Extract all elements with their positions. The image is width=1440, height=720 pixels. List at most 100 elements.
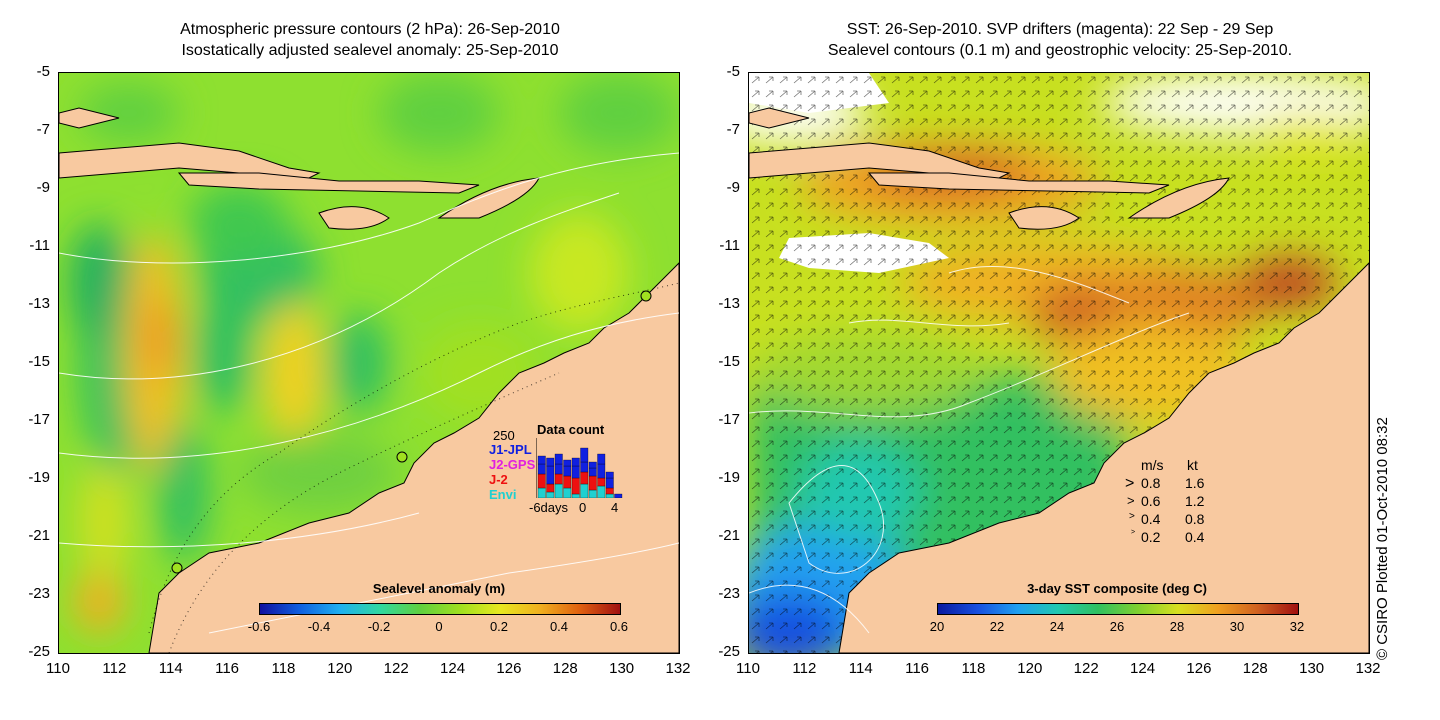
data-count-bar	[597, 485, 606, 498]
data-count-bar	[588, 489, 597, 498]
data-count-bar	[554, 483, 563, 498]
left-x-tick: 124	[440, 660, 466, 677]
data-count-bar	[597, 477, 606, 487]
data-count-bar	[554, 473, 563, 485]
colorbar-tick: 0.4	[549, 619, 569, 634]
left-y-tick: -15	[28, 353, 50, 370]
left-x-tick: 114	[158, 660, 183, 677]
data-count-x-label: -6days	[529, 500, 569, 515]
left-x-tick: 130	[609, 660, 635, 677]
data-count-x-label: 0	[579, 500, 587, 515]
colorbar-tick: 28	[1169, 619, 1185, 634]
right-x-tick: 132	[1355, 660, 1381, 677]
right-y-tick: -7	[726, 121, 740, 138]
right-x-tick: 120	[1017, 660, 1043, 677]
right-y-tick: -5	[726, 63, 740, 80]
colorbar-tick: 0.6	[609, 619, 629, 634]
left-colorbar	[259, 603, 621, 615]
left-x-tick: 112	[102, 660, 127, 677]
left-y-tick: -7	[36, 121, 50, 138]
left-y-tick: -9	[36, 179, 50, 196]
velocity-legend-kt-value: 1.2	[1185, 493, 1205, 509]
data-count-max: 250	[493, 428, 515, 443]
data-count-bar	[605, 493, 614, 498]
data-count-series-label: J1-JPL	[489, 442, 532, 457]
right-x-tick: 126	[1186, 660, 1212, 677]
data-count-bar	[588, 461, 597, 469]
colorbar-tick: 20	[929, 619, 945, 634]
data-count-bar	[605, 487, 614, 495]
data-count-bar	[571, 477, 580, 495]
left-y-tick: -19	[28, 469, 50, 486]
right-x-tick: 118	[961, 660, 986, 677]
data-count-title: Data count	[537, 422, 605, 437]
data-count-bar	[614, 493, 623, 498]
velocity-arrow-icon: >	[1129, 511, 1135, 522]
right-y-tick: -13	[718, 295, 740, 312]
right-y-tick: -21	[718, 527, 740, 544]
data-count-bar	[605, 477, 614, 489]
data-count-bar	[571, 457, 580, 467]
right-x-tick: 116	[905, 660, 930, 677]
left-x-tick: 116	[215, 660, 240, 677]
data-count-bar	[563, 465, 572, 477]
right-x-tick: 130	[1299, 660, 1325, 677]
data-count-inset: Data count 250 J1-JPL J2-GPS J-2 Envi -6day…	[489, 418, 639, 528]
left-map-sealevel-anomaly: Data count 250 J1-JPL J2-GPS J-2 Envi -6day…	[58, 72, 680, 654]
data-count-bar	[580, 447, 589, 463]
data-count-bar	[571, 493, 580, 498]
data-count-bar	[537, 463, 546, 475]
left-x-tick: 132	[665, 660, 691, 677]
right-y-tick: -15	[718, 353, 740, 370]
data-count-bar	[546, 465, 555, 485]
colorbar-tick: -0.4	[307, 619, 331, 634]
velocity-legend-kt-value: 0.8	[1185, 511, 1205, 527]
right-y-tick: -17	[718, 411, 740, 428]
right-x-tick: 110	[736, 660, 760, 677]
data-count-bar	[537, 473, 546, 489]
velocity-arrow-icon: >	[1127, 493, 1135, 508]
data-count-bar	[580, 471, 589, 485]
left-x-tick: 126	[496, 660, 522, 677]
data-count-bar	[537, 455, 546, 465]
left-x-tick: 118	[271, 660, 296, 677]
left-y-tick: -5	[36, 63, 50, 80]
data-count-bar	[597, 453, 606, 465]
colorbar-tick: -0.2	[367, 619, 391, 634]
right-x-tick: 128	[1242, 660, 1268, 677]
left-y-tick: -21	[28, 527, 50, 544]
velocity-legend-kt-value: 0.4	[1185, 529, 1205, 545]
colorbar-tick: 0.2	[489, 619, 509, 634]
velocity-legend-ms-value: 0.8	[1141, 475, 1161, 491]
data-count-bar	[554, 463, 563, 475]
data-count-legend: J1-JPL J2-GPS J-2 Envi	[489, 442, 535, 502]
velocity-arrow-icon: >	[1125, 475, 1135, 492]
data-count-bar	[554, 453, 563, 465]
data-count-bar	[571, 465, 580, 479]
data-count-bar	[563, 487, 572, 498]
data-count-bar	[597, 463, 606, 479]
colorbar-tick: 0	[435, 619, 443, 634]
left-y-tick: -13	[28, 295, 50, 312]
velocity-legend-header-ms: m/s	[1141, 457, 1164, 473]
left-y-tick: -17	[28, 411, 50, 428]
colorbar-tick: 32	[1289, 619, 1305, 634]
data-count-bar	[588, 467, 597, 477]
data-count-bar	[546, 483, 555, 493]
data-count-bar	[605, 471, 614, 479]
velocity-legend-ms-value: 0.4	[1141, 511, 1161, 527]
right-title-line1: SST: 26-Sep-2010. SVP drifters (magenta)…	[846, 21, 1274, 38]
right-map-sst: m/s kt >0.8 1.6 >0.6 1.2 >0.4 0.8 >0.2 0.4 3-da…	[748, 72, 1370, 654]
velocity-arrow-icon: >	[1131, 529, 1136, 536]
right-colorbar-title: 3-day SST composite (deg C)	[1027, 581, 1207, 596]
data-count-bar	[580, 461, 589, 473]
velocity-legend: m/s kt >0.8 1.6 >0.6 1.2 >0.4 0.8 >0.2 0.4	[1119, 457, 1239, 547]
credit-label: © CSIRO Plotted 01-Oct-2010 08:32	[1374, 417, 1391, 660]
velocity-legend-header-kt: kt	[1187, 457, 1198, 473]
right-x-tick: 122	[1073, 660, 1099, 677]
left-y-tick: -11	[29, 237, 50, 254]
data-count-bar	[580, 483, 589, 498]
right-colorbar	[937, 603, 1299, 615]
right-y-tick: -9	[726, 179, 740, 196]
data-count-bar	[588, 475, 597, 491]
